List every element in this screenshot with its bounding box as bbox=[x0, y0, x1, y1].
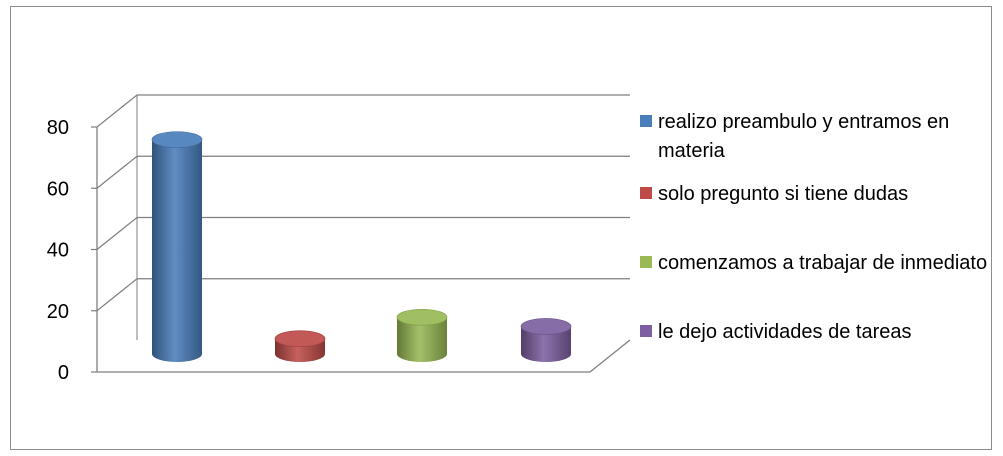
legend-swatch-1 bbox=[640, 187, 652, 199]
gridline-60 bbox=[96, 155, 630, 189]
bar-1 bbox=[274, 330, 326, 362]
bar-2 bbox=[396, 308, 448, 362]
floor-edge bbox=[97, 339, 631, 373]
legend-label-1: solo pregunto si tiene dudas bbox=[658, 183, 909, 205]
bar-body-0 bbox=[152, 139, 202, 362]
legend-item-0: realizo preambulo y entramos en materia bbox=[640, 108, 988, 166]
legend-item-1: solo pregunto si tiene dudas bbox=[640, 180, 988, 209]
bar-body-2 bbox=[397, 317, 447, 362]
y-tick-label-60: 60 bbox=[47, 178, 69, 200]
y-tick-label-0: 0 bbox=[58, 362, 69, 384]
bar-body-3 bbox=[521, 326, 571, 362]
bar-top-1 bbox=[274, 330, 326, 347]
bar-0 bbox=[151, 131, 203, 362]
legend-item-2: comenzamos a trabajar de inmediato bbox=[640, 249, 988, 278]
gridline-80 bbox=[96, 94, 630, 128]
legend-label-0: realizo preambulo y entramos en materia bbox=[658, 111, 950, 162]
y-tick-label-80: 80 bbox=[47, 117, 69, 139]
y-tick-label-20: 20 bbox=[47, 301, 69, 323]
y-tick-label-40: 40 bbox=[47, 240, 69, 262]
legend-swatch-3 bbox=[640, 325, 652, 337]
legend-swatch-2 bbox=[640, 256, 652, 268]
legend-label-2: comenzamos a trabajar de inmediato bbox=[658, 252, 988, 274]
bar-top-3 bbox=[520, 318, 572, 335]
legend-item-3: le dejo actividades de tareas bbox=[640, 318, 988, 347]
bar-top-2 bbox=[396, 308, 448, 326]
legend-swatch-0 bbox=[640, 115, 652, 127]
bar-3 bbox=[520, 318, 572, 362]
gridline-20 bbox=[96, 278, 630, 312]
gridline-40 bbox=[96, 216, 630, 250]
legend-label-3: le dejo actividades de tareas bbox=[658, 321, 912, 343]
bar-top-0 bbox=[151, 131, 203, 148]
